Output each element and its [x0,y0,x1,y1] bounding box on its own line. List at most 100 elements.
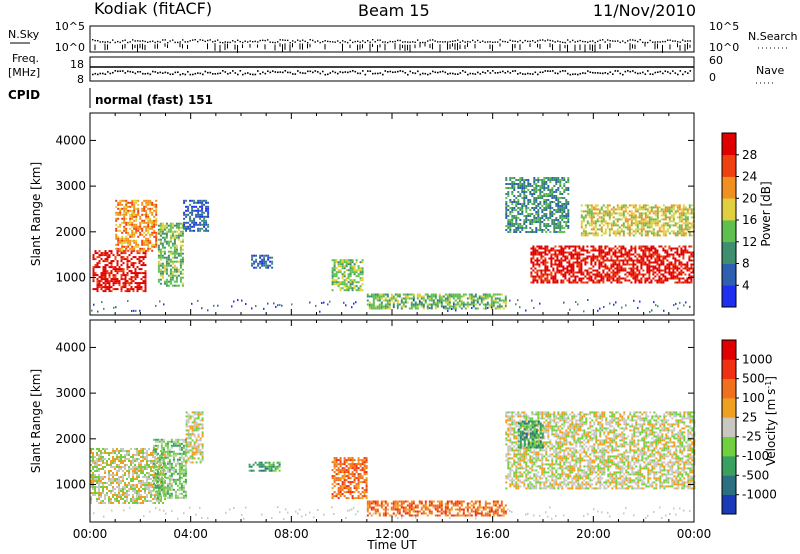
echo-cell [92,468,94,470]
echo-cell [684,216,687,219]
echo-cell [357,267,360,270]
echo-cell [638,261,641,264]
echo-cell [525,217,528,219]
echo-cell [529,215,532,217]
echo-cell [149,221,152,224]
echo-cell [668,226,671,229]
echo-cell [686,249,689,252]
nsky-sample [344,41,346,43]
echo-cell [590,271,593,274]
nave-sample [269,71,272,74]
echo-cell [576,275,579,278]
echo-cell [548,249,551,252]
echo-cell [159,282,162,285]
echo-cell [539,185,542,187]
echo-cell [646,245,649,248]
nsky-sample [554,41,556,43]
nave-sample [359,72,362,75]
echo-cell [388,303,391,306]
echo-cell [674,247,677,250]
echo-cell [472,295,475,298]
echo-cell [642,220,645,223]
echo-cell [546,273,549,276]
echo-cell [131,229,134,232]
echo-cell [544,261,547,264]
echo-cell [124,450,126,452]
nave-sample [169,73,172,76]
echo-cell [592,208,595,211]
nsky-sample [207,39,209,42]
echo-cell [169,250,172,253]
echo-cell [402,303,405,306]
echo-cell [117,243,120,246]
echo-cell [100,286,103,289]
echo-cell [448,299,451,302]
echo-cell [177,274,180,277]
echo-cell [96,468,98,470]
nave-sample [632,70,634,72]
echo-cell [140,268,143,271]
echo-cell [94,476,96,478]
echo-cell [632,265,635,268]
echo-cell [648,210,651,213]
echo-cell [102,502,104,504]
nave-sample [462,70,464,72]
echo-cell [646,271,649,274]
echo-cell [181,284,184,287]
echo-cell [155,237,158,240]
echo-cell [118,468,120,470]
echo-cell [588,273,591,276]
echo-cell [116,254,119,257]
echo-cell [563,197,566,199]
echo-cell [594,275,597,278]
echo-cell [96,256,99,259]
echo-cell [608,234,611,237]
echo-cell [678,206,681,209]
nave-sample [187,71,189,73]
echo-cell [179,240,182,243]
echo-cell [130,478,132,480]
nsky-sample [402,41,404,43]
echo-cell [161,236,164,239]
echo-cell [251,258,254,261]
echo-cell [531,207,534,209]
echo-cell [133,247,136,250]
echo-cell [127,233,130,236]
echo-cell [119,199,122,202]
nsky-sample [109,41,111,44]
echo-cell [145,217,148,220]
echo-cell [127,221,130,224]
echo-cell [612,275,615,278]
echo-cell [462,293,465,296]
echo-cell [429,307,431,310]
echo-cell [143,239,146,242]
echo-cell [171,236,174,239]
echo-cell [139,221,142,224]
echo-cell [173,242,176,245]
echo-cell [129,215,132,218]
echo-cell [529,183,532,185]
nsky-sample [604,41,606,43]
echo-cell [130,278,133,281]
echo-cell [654,257,657,260]
echo-cell [652,253,655,256]
echo-cell [382,305,385,308]
echo-cell [132,266,135,269]
nsky-sample [599,43,601,50]
echo-cell [559,217,562,219]
echo-cell [634,277,637,280]
echo-cell [102,490,104,492]
echo-cell [654,204,657,207]
echo-cell [144,256,147,259]
echo-cell [543,177,546,179]
echo-cell [543,207,546,209]
echo-cell [519,306,521,309]
echo-cell [570,265,573,268]
nave-sample [454,73,457,75]
echo-cell [574,257,577,260]
echo-cell [666,279,669,282]
echo-cell [507,193,510,195]
echo-cell [341,277,344,280]
echo-cell [488,295,491,298]
echo-cell [141,249,144,252]
